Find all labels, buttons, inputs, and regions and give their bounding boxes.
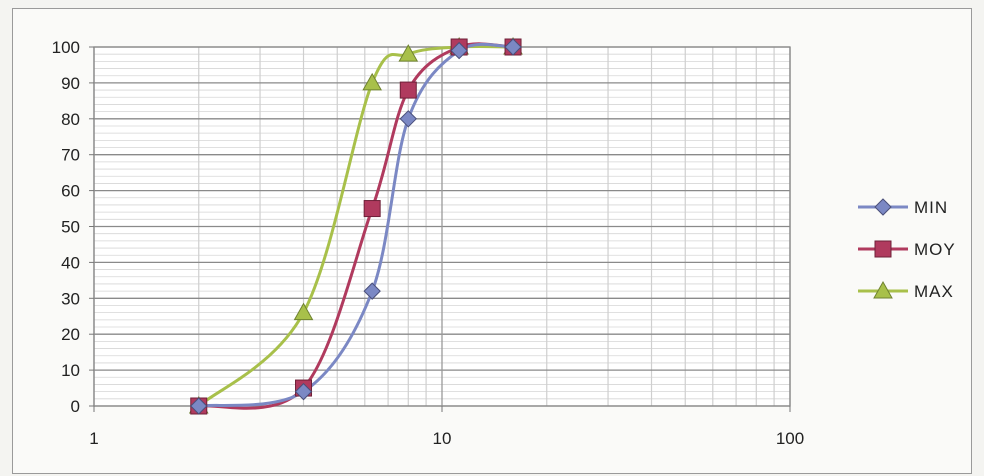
y-tick-label: 50 [61, 218, 80, 237]
series-layer [188, 36, 523, 415]
y-tick-label: 60 [61, 182, 80, 201]
data-point-min [294, 382, 313, 401]
data-point-min [399, 110, 417, 128]
data-point-max [293, 302, 314, 321]
legend-label-max: MAX [914, 282, 954, 301]
y-tick-label: 100 [52, 38, 80, 57]
y-tick-label: 0 [71, 397, 80, 416]
data-point-moy [399, 81, 417, 99]
data-point-min [190, 397, 208, 415]
y-tick-label: 30 [61, 289, 80, 308]
x-tick-label: 100 [776, 429, 804, 448]
x-tick-label: 1 [89, 429, 98, 448]
y-tick-label: 90 [61, 74, 80, 93]
y-tick-label: 70 [61, 146, 80, 165]
legend-label-moy: MOY [914, 240, 956, 259]
data-point-min [363, 282, 381, 300]
y-tick-label: 20 [61, 325, 80, 344]
legend-marker-max [873, 280, 893, 299]
data-point-min [504, 38, 522, 56]
legend-label-min: MIN [914, 198, 948, 217]
legend: MIN MOY MAX [858, 198, 956, 301]
x-tick-label: 10 [433, 429, 452, 448]
data-point-max [362, 72, 383, 91]
legend-marker-moy [874, 240, 892, 258]
data-point-max [398, 44, 419, 62]
grid [93, 46, 791, 407]
data-point-min [450, 41, 468, 60]
legend-marker-min [874, 198, 892, 216]
y-tick-label: 40 [61, 253, 80, 272]
data-point-moy [363, 200, 381, 218]
y-tick-label: 80 [61, 110, 80, 129]
y-tick-label: 10 [61, 361, 80, 380]
